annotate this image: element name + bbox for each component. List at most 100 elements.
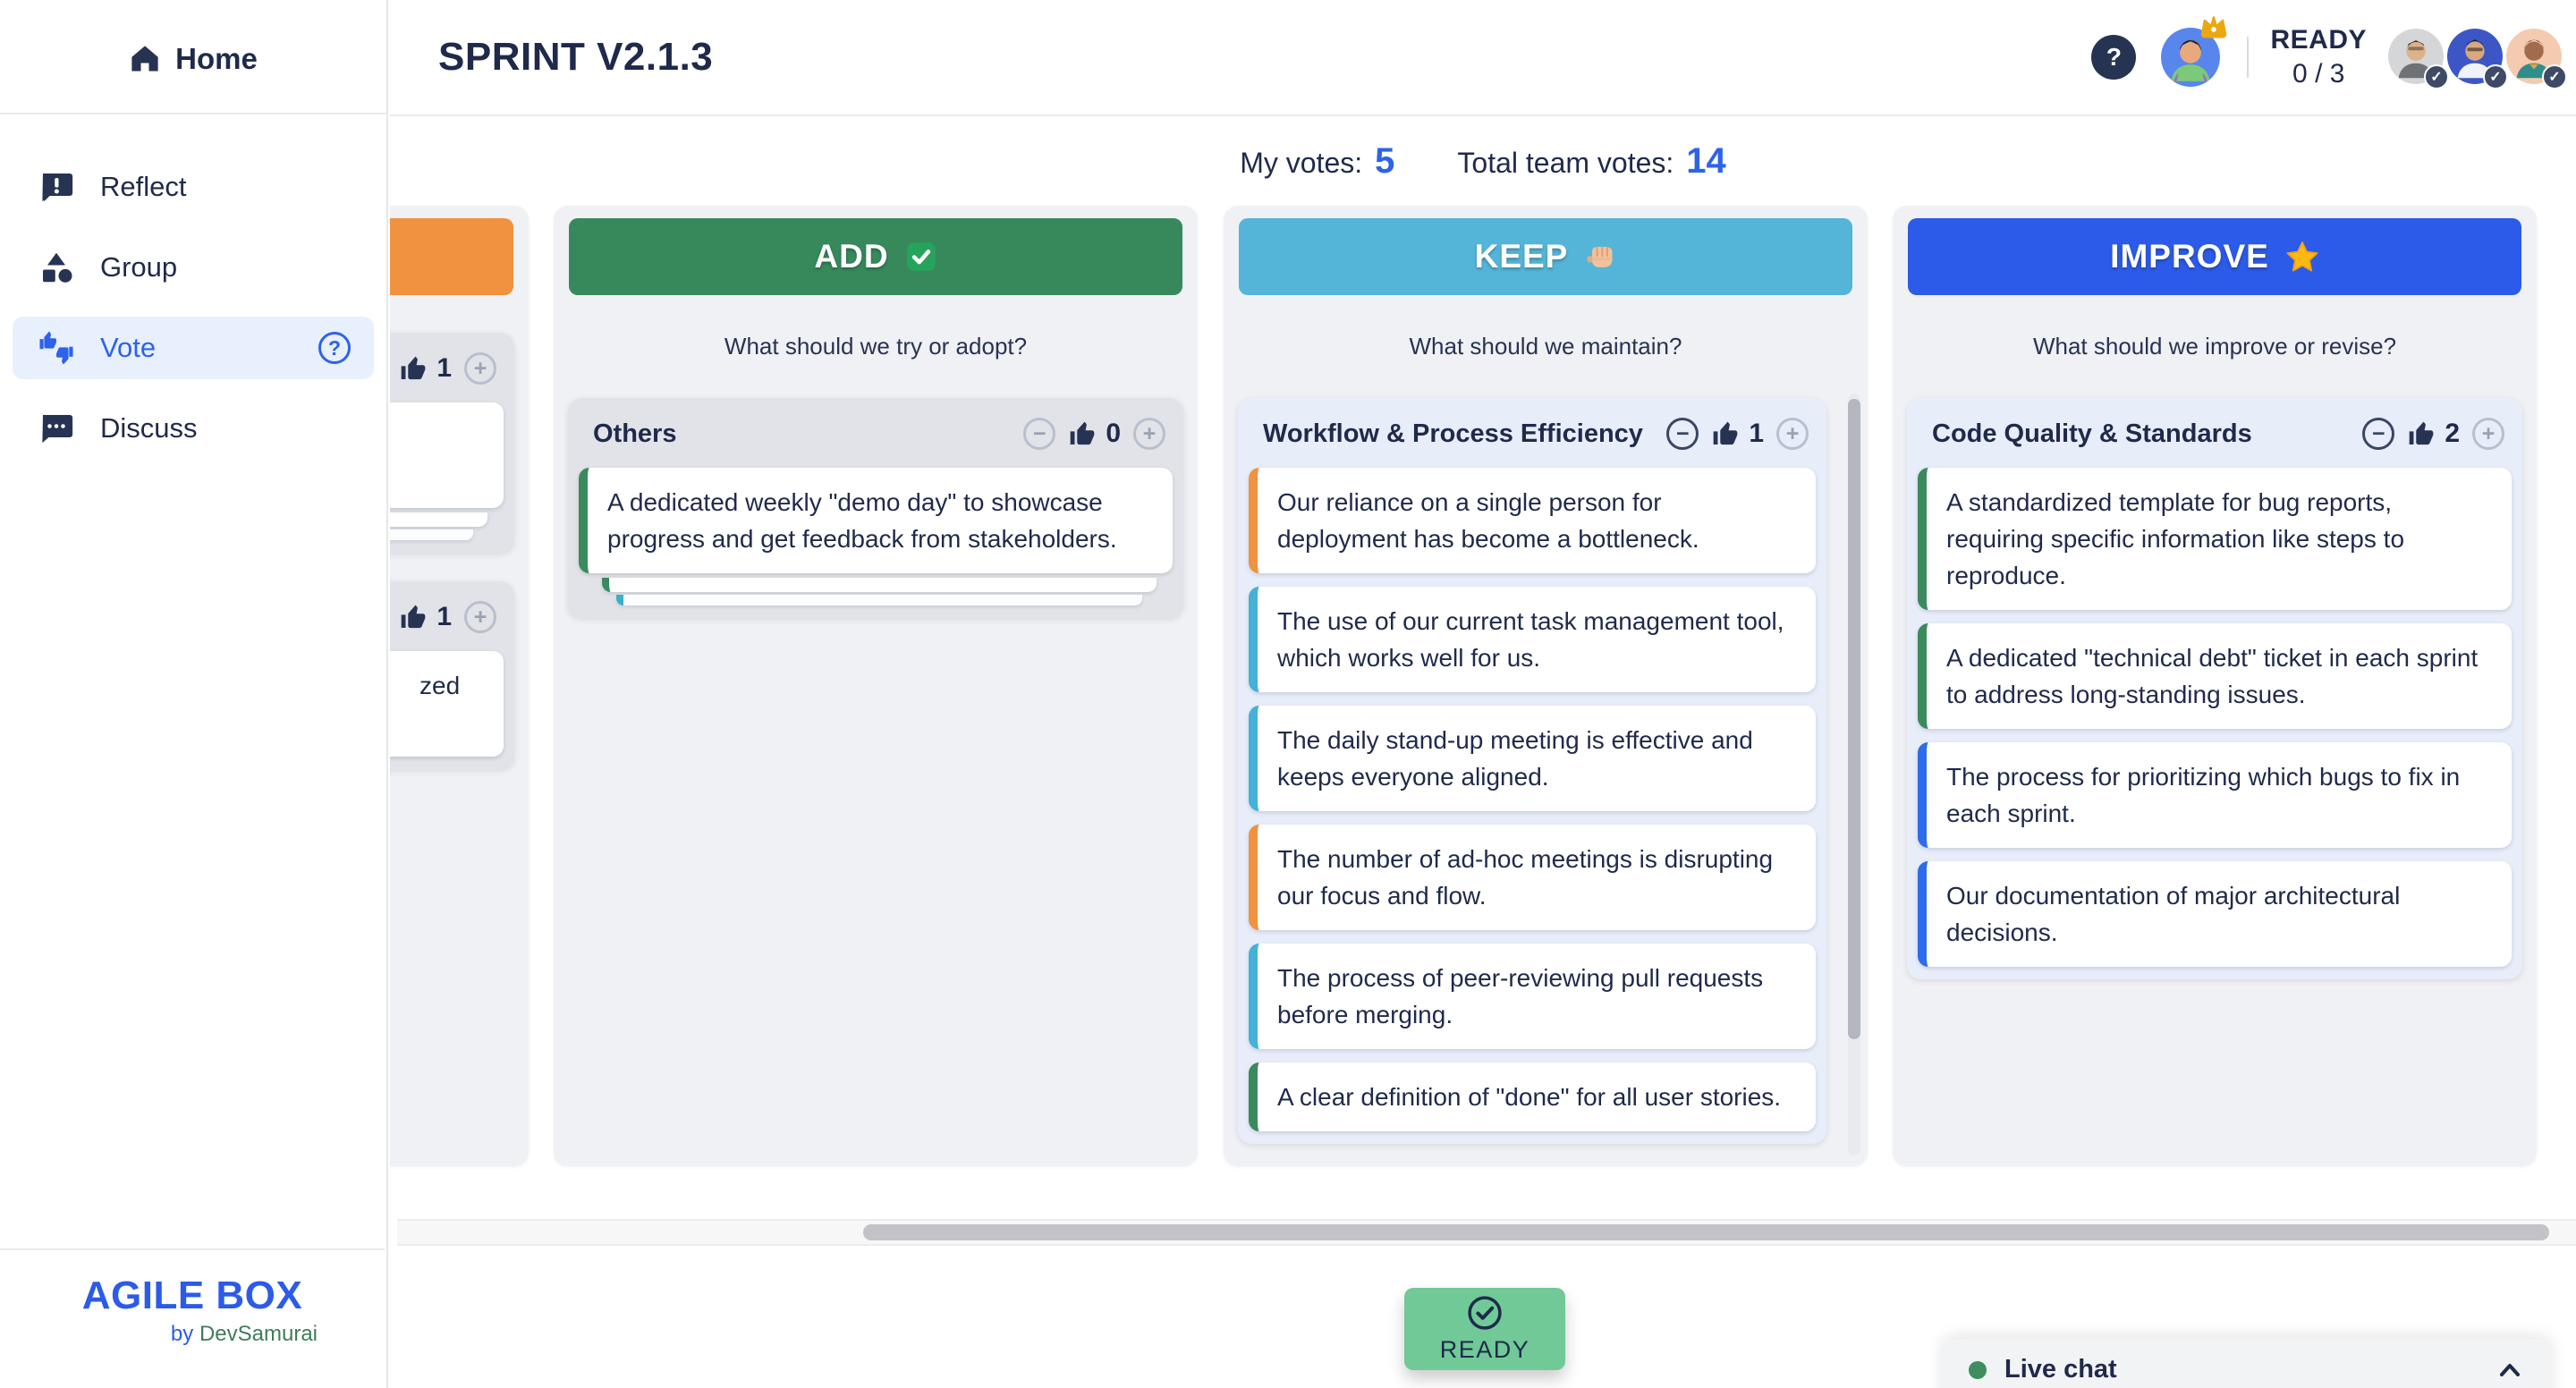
card-text: The use of our current task management t… [1277,607,1784,672]
idea-card[interactable]: zed [390,651,504,757]
thumbs-up-icon [399,603,428,631]
brand-logo[interactable]: AGILE BOX by DevSamurai [58,1274,326,1347]
idea-card[interactable]: A standardized template for bug reports,… [1918,468,2512,610]
card-stack-peek [390,529,473,540]
board-columns: 1 + 1 + [390,206,2576,1166]
group-shapes-icon [38,249,75,286]
chevron-up-icon[interactable] [2495,1358,2525,1382]
top-bar-right: ? READY 0 / 3 ✓ [2091,16,2567,89]
sidebar-item-label: Discuss [100,412,198,444]
sidebar-item-label: Reflect [100,171,187,202]
star-emoji-icon [2285,240,2319,274]
card-text: A dedicated weekly "demo day" to showcas… [607,488,1117,553]
brand-byline: by DevSamurai [170,1322,318,1346]
my-votes-value: 5 [1375,140,1395,181]
group-title: Code Quality & Standards [1932,419,2252,448]
vote-thumbs-icon [38,329,75,367]
add-vote-button[interactable]: + [2472,418,2504,450]
column-add: ADD What should we try or adopt? Others … [554,206,1198,1166]
discuss-bubble-dots-icon [38,410,75,447]
my-votes-label: My votes: [1240,146,1363,179]
idea-card[interactable]: The daily stand-up meeting is effective … [1249,706,1816,811]
sidebar-footer: AGILE BOX by DevSamurai [0,1248,385,1388]
card-stack-peek [602,578,1157,592]
thumbs-up-icon [399,354,428,383]
column-question: What should we improve or revise? [2032,333,2397,360]
sidebar: Home Reflect Group Vo [0,0,388,1388]
sidebar-item-home[interactable]: Home [0,36,386,82]
team-avatars: ✓ ✓ ✓ [2386,29,2567,89]
column-header-add: ADD [569,218,1182,295]
card-text: The process for prioritizing which bugs … [1946,763,2461,827]
column-keep: KEEP What should we maintain? Workflow &… [1224,206,1868,1166]
group-card[interactable]: 1 + [390,333,514,553]
online-status-dot [1969,1360,1987,1379]
remove-vote-button[interactable]: − [1023,418,1056,450]
card-text: Our reliance on a single person for depl… [1277,488,1699,553]
idea-card[interactable]: The number of ad-hoc meetings is disrupt… [1249,825,1816,930]
sidebar-item-vote[interactable]: Vote ? [13,317,374,379]
board-scrollbar-track[interactable] [397,1219,2576,1246]
card-text: zed [419,672,461,699]
thumbs-up-icon [1711,419,1740,448]
add-vote-button[interactable]: + [1776,418,1809,450]
remove-vote-button[interactable]: − [1666,418,1699,450]
group-card[interactable]: Others − 0 + A dedicated weekly "demo da… [568,398,1183,618]
ready-check-icon: ✓ [2483,64,2508,89]
avatar-member-3-wrap: ✓ [2506,29,2567,89]
thumbs-up-icon [2407,419,2436,448]
sidebar-item-discuss[interactable]: Discuss [13,397,374,460]
column-scrollbar-thumb[interactable] [1848,399,1860,1039]
sidebar-item-reflect[interactable]: Reflect [13,156,374,218]
idea-card[interactable]: The use of our current task management t… [1249,587,1816,692]
raised-fist-emoji-icon [1584,241,1616,273]
ready-button[interactable]: READY [1404,1288,1565,1370]
remove-vote-button[interactable]: − [2362,418,2395,450]
live-chat-label: Live chat [2004,1355,2117,1384]
column-question: What should we try or adopt? [724,333,1028,360]
board-scrollbar-thumb[interactable] [863,1224,2549,1240]
column-scrollbar-track[interactable] [1848,394,1860,1155]
card-text: A dedicated "technical debt" ticket in e… [1946,644,2479,708]
sidebar-item-label: Vote [100,332,157,363]
ready-button-label: READY [1439,1336,1530,1363]
idea-card[interactable]: A dedicated "technical debt" ticket in e… [1918,623,2512,729]
check-mark-emoji-icon [905,241,937,273]
add-vote-button[interactable]: + [464,352,496,385]
add-vote-button[interactable]: + [1133,418,1165,450]
idea-card[interactable]: A clear definition of "done" for all use… [1249,1062,1816,1131]
column-question: What should we maintain? [1409,333,1682,360]
live-chat-widget[interactable]: Live chat [1942,1339,2552,1388]
add-vote-button[interactable]: + [464,601,496,633]
group-vote-count: 1 [1749,419,1764,448]
idea-card[interactable]: Our reliance on a single person for depl… [1249,468,1816,573]
votes-summary: My votes: 5 Total team votes: 14 [390,116,2576,206]
thumbs-up-icon [1068,419,1097,448]
group-card[interactable]: 1 + zed [390,581,514,769]
group-card[interactable]: Code Quality & Standards − 2 + A standar… [1907,398,2522,979]
help-icon[interactable]: ? [2091,35,2137,80]
idea-card[interactable] [390,402,504,508]
sidebar-menu: Reflect Group Vote ? [0,156,386,460]
card-text: The daily stand-up meeting is effective … [1277,726,1753,791]
sidebar-item-group[interactable]: Group [13,236,374,299]
group-card[interactable]: Workflow & Process Efficiency − 1 + Our … [1238,398,1826,1144]
idea-card[interactable]: Our documentation of major architectural… [1918,861,2512,967]
group-vote-count: 2 [2445,419,2460,448]
facilitator-avatar-wrap [2161,16,2227,87]
card-text: The number of ad-hoc meetings is disrupt… [1277,845,1774,910]
idea-card[interactable]: A dedicated weekly "demo day" to showcas… [579,468,1173,573]
ready-check-icon: ✓ [2424,64,2449,89]
team-votes-label: Total team votes: [1457,146,1674,179]
card-text: A standardized template for bug reports,… [1946,488,2405,589]
team-votes: Total team votes: 14 [1457,141,1725,182]
card-stack-peek [390,512,487,527]
column-title: IMPROVE [2110,238,2269,275]
idea-card[interactable]: The process of peer-reviewing pull reque… [1249,944,1816,1049]
home-label: Home [175,42,258,75]
ready-status-count: 0 / 3 [2292,59,2345,89]
vote-help-icon[interactable]: ? [318,332,351,364]
idea-card[interactable]: The process for prioritizing which bugs … [1918,742,2512,848]
card-text: A clear definition of "done" for all use… [1277,1083,1782,1111]
ready-status: READY 0 / 3 [2270,25,2367,89]
